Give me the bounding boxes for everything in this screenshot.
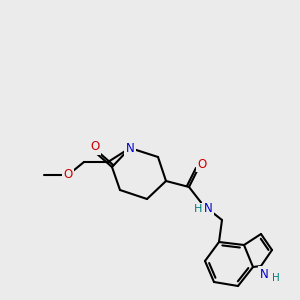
Text: O: O	[63, 169, 73, 182]
Text: N: N	[204, 202, 212, 215]
Text: H: H	[272, 273, 280, 283]
Text: H: H	[194, 204, 202, 214]
Text: N: N	[126, 142, 134, 154]
Text: N: N	[260, 268, 268, 281]
Text: O: O	[90, 140, 100, 154]
Text: O: O	[197, 158, 207, 170]
